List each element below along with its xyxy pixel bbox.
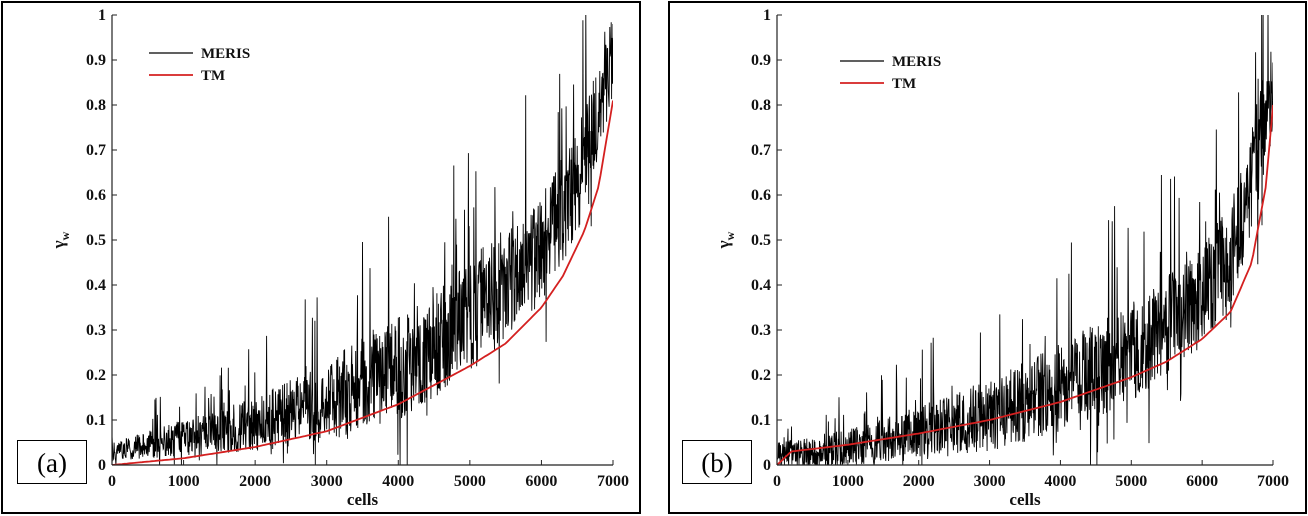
y-tick-label: 0.2: [751, 367, 771, 384]
y-tick-label: 0.1: [86, 412, 106, 429]
series-tm-line: [112, 100, 613, 465]
y-tick-label: 0.5: [86, 232, 106, 249]
x-axis-label: cells: [1009, 490, 1041, 509]
y-tick-label: 1: [98, 7, 106, 24]
x-tick-label: 1000: [168, 473, 200, 490]
y-tick-label: 0.8: [751, 97, 771, 114]
y-tick-label: 0.7: [86, 142, 106, 159]
x-tick-label: 1000: [832, 473, 864, 490]
legend-label-meris: MERIS: [892, 54, 941, 70]
y-tick-label: 0.6: [86, 187, 106, 204]
series-tm-line: [777, 104, 1273, 465]
x-tick-label: 6000: [525, 473, 557, 490]
y-tick-label: 0: [763, 457, 771, 474]
y-tick-label: 0.7: [751, 142, 771, 159]
chart-b-svg: 0 0.1 0.2 0.3 0.4 0.5 0.6 0.7 0.8 0.9 1 0 1000 2000 30…: [714, 7, 1289, 509]
x-tick-label: 7000: [597, 473, 629, 490]
y-tick-label: 0.6: [751, 187, 771, 204]
x-tick-label: 5000: [454, 473, 486, 490]
y-axis-label: γw: [714, 231, 737, 249]
x-tick-label: 4000: [1044, 473, 1076, 490]
svg-text:γw: γw: [49, 231, 72, 249]
legend-label-tm: TM: [201, 68, 225, 84]
y-tick-label: 0.4: [751, 277, 771, 294]
x-tick-label: 3000: [974, 473, 1006, 490]
panel-label-b: (b): [682, 440, 752, 484]
x-tick-label: 2000: [239, 473, 271, 490]
y-tick-label: 0.9: [86, 52, 106, 69]
svg-text:γw: γw: [714, 231, 737, 249]
series-meris-line: [112, 15, 613, 465]
chart-panel-a: 0 0.1 0.2 0.3 0.4 0.5 0.6 0.7 0.8 0.9 1 0 1000 2000 30…: [1, 1, 641, 514]
y-tick-label: 0: [98, 457, 106, 474]
y-tick-label: 1: [763, 7, 771, 24]
chart-panel-b: 0 0.1 0.2 0.3 0.4 0.5 0.6 0.7 0.8 0.9 1 0 1000 2000 30…: [668, 1, 1307, 514]
x-axis-label: cells: [347, 490, 379, 509]
x-tick-label: 5000: [1115, 473, 1147, 490]
legend-label-meris: MERIS: [201, 46, 250, 62]
series-meris-line: [777, 15, 1273, 465]
y-axis-label: γw: [49, 231, 72, 249]
y-tick-label: 0.8: [86, 97, 106, 114]
panel-label-a: (a): [17, 440, 87, 484]
x-tick-label: 4000: [382, 473, 414, 490]
y-tick-label: 0.2: [86, 367, 106, 384]
y-tick-label: 0.9: [751, 52, 771, 69]
y-tick-label: 0.3: [86, 322, 106, 339]
y-tick-label: 0.5: [751, 232, 771, 249]
x-tick-label: 0: [773, 473, 781, 490]
x-tick-label: 3000: [311, 473, 343, 490]
x-tick-label: 7000: [1257, 473, 1289, 490]
y-tick-label: 0.3: [751, 322, 771, 339]
legend-label-tm: TM: [892, 76, 916, 92]
x-tick-label: 6000: [1186, 473, 1218, 490]
x-tick-label: 0: [108, 473, 116, 490]
y-tick-label: 0.4: [86, 277, 106, 294]
y-tick-label: 0.1: [751, 412, 771, 429]
chart-a-svg: 0 0.1 0.2 0.3 0.4 0.5 0.6 0.7 0.8 0.9 1 0 1000 2000 30…: [49, 7, 629, 509]
x-tick-label: 2000: [903, 473, 935, 490]
